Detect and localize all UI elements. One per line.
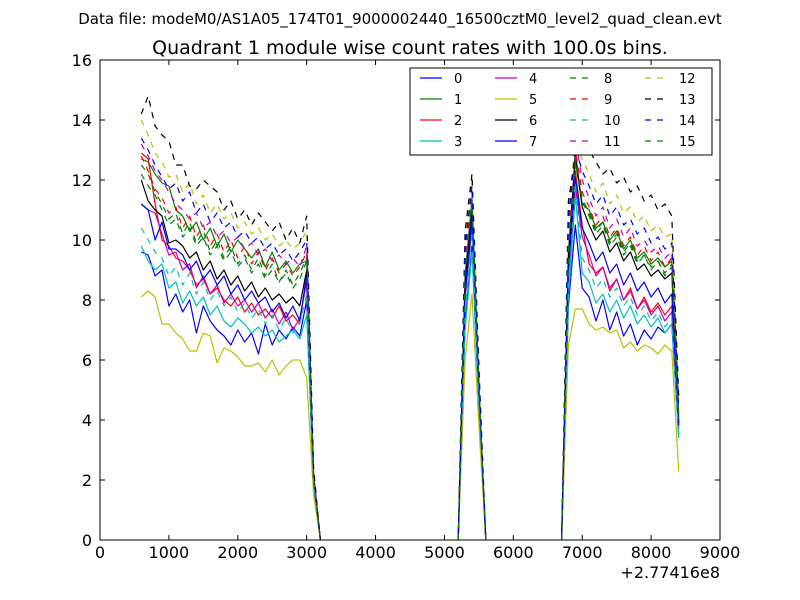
legend-label: 4	[529, 72, 537, 87]
series-15	[140, 161, 680, 541]
series-line	[561, 149, 680, 541]
legend-label: 3	[454, 135, 462, 150]
y-tick-label: 4	[82, 411, 92, 430]
x-tick-label: 6000	[493, 543, 534, 562]
series-line	[140, 155, 321, 541]
series-line	[561, 224, 680, 541]
legend-label: 8	[604, 72, 612, 87]
series-line	[140, 95, 321, 541]
series-line	[561, 143, 680, 541]
x-tick-label: 7000	[562, 543, 603, 562]
y-tick-label: 8	[82, 291, 92, 310]
series-line	[561, 308, 680, 541]
legend-label: 7	[529, 135, 537, 150]
series-line	[140, 203, 321, 541]
series-line	[140, 290, 321, 541]
x-tick-label: 8000	[631, 543, 672, 562]
series-line	[140, 164, 321, 541]
legend-label: 14	[679, 114, 696, 129]
series-line	[140, 119, 321, 541]
y-tick-label: 12	[72, 171, 92, 190]
series-line	[457, 293, 487, 541]
series-12	[140, 119, 680, 541]
legend-label: 13	[679, 93, 696, 108]
y-tick-label: 2	[82, 471, 92, 490]
series-line	[140, 173, 321, 541]
y-tick-label: 0	[82, 531, 92, 550]
series-line	[140, 245, 321, 541]
series-line	[561, 194, 680, 541]
legend-label: 10	[604, 114, 621, 129]
y-tick-label: 16	[72, 51, 92, 70]
series-line	[561, 146, 680, 541]
y-tick-label: 14	[72, 111, 92, 130]
series-line	[140, 137, 321, 541]
x-tick-label: 0	[95, 543, 105, 562]
series-line	[561, 137, 680, 541]
series-line	[140, 143, 321, 541]
legend-label: 9	[604, 93, 612, 108]
figure-suptitle: Data file: modeM0/AS1A05_174T01_90000024…	[78, 10, 722, 29]
y-tick-label: 10	[72, 231, 92, 250]
series-line	[561, 161, 680, 541]
x-tick-label: 5000	[424, 543, 465, 562]
x-tick-label: 1000	[149, 543, 190, 562]
series-line	[140, 152, 321, 541]
series-line	[457, 200, 487, 541]
series-line	[561, 152, 680, 541]
series-line	[561, 185, 680, 541]
legend-label: 0	[454, 72, 462, 87]
legend-label: 1	[454, 93, 462, 108]
series-line	[141, 158, 321, 541]
legend-label: 5	[529, 93, 537, 108]
x-axis-ticks: 0 1000 2000 3000 4000 5000 6000 7000 8000 9000	[95, 60, 740, 562]
series-line	[561, 176, 680, 541]
legend-label: 11	[604, 135, 621, 150]
x-tick-label: 9000	[700, 543, 741, 562]
x-tick-label: 4000	[355, 543, 396, 562]
series-line	[140, 179, 321, 541]
y-tick-label: 6	[82, 351, 92, 370]
series-layer	[140, 95, 680, 541]
series-line	[561, 182, 680, 541]
legend-label: 15	[679, 135, 696, 150]
chart-title: Quadrant 1 module wise count rates with …	[152, 37, 668, 59]
x-tick-label: 2000	[217, 543, 258, 562]
series-5	[140, 290, 680, 541]
legend-label: 6	[529, 114, 537, 129]
x-axis-offset-label: +2.77416e8	[620, 563, 720, 582]
legend-label: 12	[679, 72, 696, 87]
x-tick-label: 3000	[286, 543, 327, 562]
series-line	[141, 251, 321, 541]
series-line	[140, 227, 321, 541]
legend-label: 2	[454, 114, 462, 129]
